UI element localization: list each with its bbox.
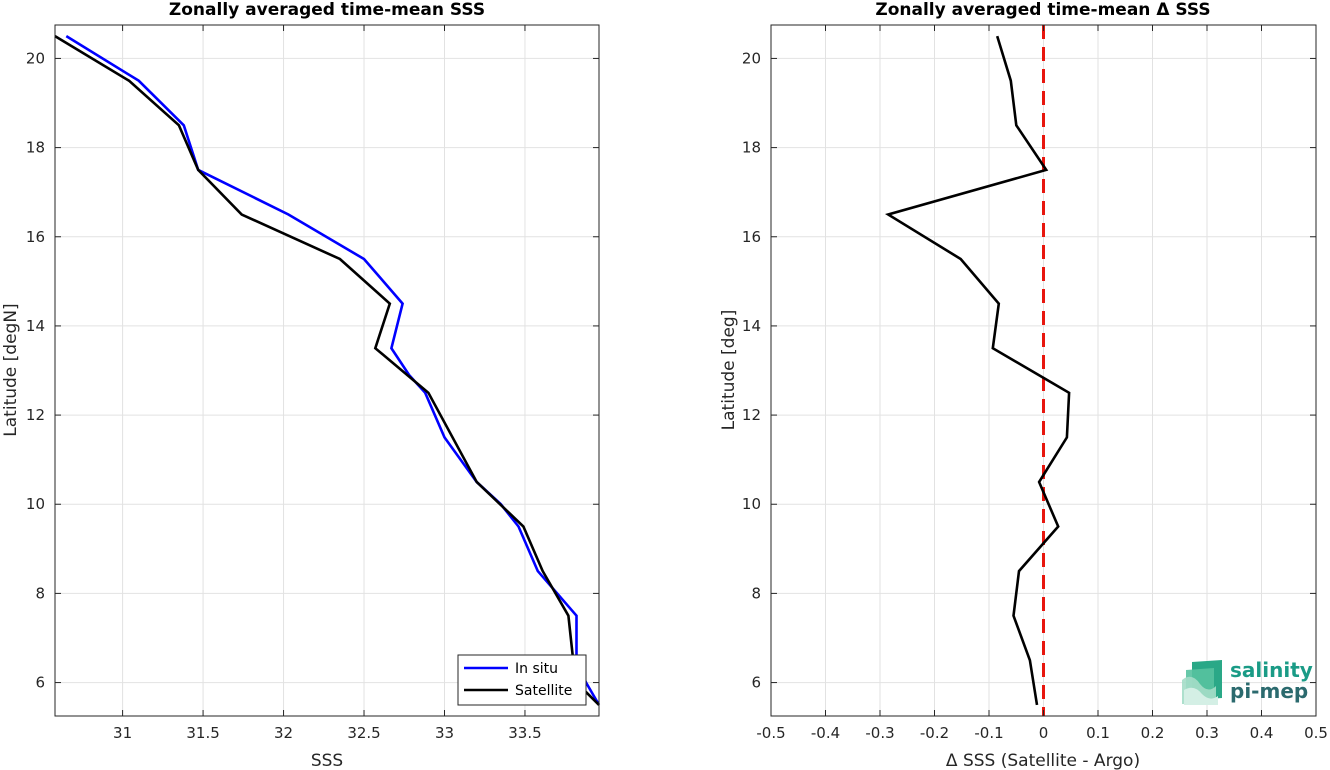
x-tick-label: 0.5 [1304, 724, 1328, 742]
legend: In situ Satellite [457, 654, 587, 706]
x-tick-label: 0.4 [1250, 724, 1274, 742]
x-tick-label: 32 [274, 724, 293, 742]
series-line-delta-sss [884, 35, 1071, 706]
y-tick-label: 16 [26, 228, 45, 246]
x-tick-label: 31 [113, 724, 132, 742]
legend-label-in-situ: In situ [515, 661, 558, 677]
ticks-left: 31 31.5 32 32.5 33 33.5 6 8 10 12 14 16 18 20 [26, 25, 599, 742]
x-tick-label: 31.5 [186, 724, 219, 742]
logo-wave-icon [1182, 660, 1222, 705]
legend-label-satellite: Satellite [515, 683, 572, 699]
y-tick-label: 10 [742, 495, 761, 513]
y-tick-label: 6 [35, 674, 45, 692]
logo-text-pi-mep: pi-mep [1230, 679, 1308, 703]
grid-left [55, 25, 599, 716]
x-tick-label: -0.2 [920, 724, 949, 742]
panel-delta-sss: -0.5 -0.4 -0.3 -0.2 -0.1 0 0.1 0.2 0.3 0.4 0.5 6 8 10… [719, 0, 1328, 770]
y-tick-label: 18 [742, 139, 761, 157]
x-axis-label-left: SSS [311, 751, 343, 770]
x-tick-label: 32.5 [347, 724, 380, 742]
x-tick-label: 0.2 [1141, 724, 1165, 742]
x-axis-label-right: Δ SSS (Satellite - Argo) [946, 751, 1140, 770]
y-axis-label-left: Latitude [degN] [1, 303, 21, 436]
y-tick-label: 20 [26, 49, 45, 67]
x-tick-label: -0.5 [756, 724, 785, 742]
y-axis-label-right: Latitude [deg] [719, 310, 739, 431]
y-tick-label: 8 [35, 584, 45, 602]
chart-title-left: Zonally averaged time-mean SSS [169, 0, 485, 20]
series-right [884, 25, 1071, 716]
axes-background-left [55, 25, 599, 716]
x-tick-label: 33 [435, 724, 454, 742]
y-tick-label: 12 [742, 406, 761, 424]
x-tick-label: 33.5 [508, 724, 541, 742]
y-tick-label: 8 [751, 584, 761, 602]
y-tick-label: 20 [742, 49, 761, 67]
y-tick-label: 12 [26, 406, 45, 424]
y-tick-label: 14 [26, 317, 45, 335]
y-tick-label: 6 [751, 674, 761, 692]
x-tick-label: -0.1 [974, 724, 1003, 742]
x-tick-label: 0.3 [1195, 724, 1219, 742]
x-tick-label: -0.4 [811, 724, 840, 742]
y-tick-label: 14 [742, 317, 761, 335]
salinity-pi-mep-logo: salinity pi-mep [1182, 658, 1313, 705]
y-tick-label: 10 [26, 495, 45, 513]
x-tick-label: -0.3 [865, 724, 894, 742]
series-left [54, 34, 601, 706]
x-tick-label: 0.1 [1086, 724, 1110, 742]
axes-frame-left [54, 24, 600, 717]
chart-title-right: Zonally averaged time-mean Δ SSS [875, 0, 1210, 20]
y-tick-label: 16 [742, 228, 761, 246]
x-tick-label: 0 [1039, 724, 1049, 742]
ticks-right: -0.5 -0.4 -0.3 -0.2 -0.1 0 0.1 0.2 0.3 0.4 0.5 6 8 10… [742, 25, 1328, 742]
y-tick-label: 18 [26, 139, 45, 157]
legend-box [457, 654, 587, 706]
panel-sss: 31 31.5 32 32.5 33 33.5 6 8 10 12 14 16 18 20 Zonally… [1, 0, 601, 770]
series-line-satellite [54, 34, 600, 706]
logo-text-salinity: salinity [1230, 658, 1313, 682]
